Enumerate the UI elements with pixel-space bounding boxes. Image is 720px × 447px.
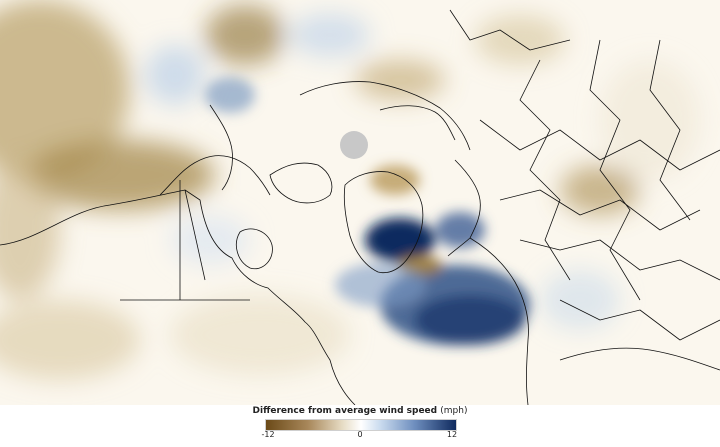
africa-coast bbox=[559, 347, 720, 371]
russia-north-coast bbox=[379, 105, 456, 141]
europe-coast bbox=[469, 237, 529, 405]
hudson-bay-coast bbox=[236, 228, 273, 270]
asia-east-coast bbox=[209, 104, 233, 191]
legend-tick-mid: 0 bbox=[357, 430, 363, 439]
scandinavia-coast bbox=[447, 159, 481, 257]
country-border-2 bbox=[499, 189, 701, 231]
legend-tick-min: -12 bbox=[261, 430, 275, 439]
greenland-outline bbox=[343, 171, 424, 274]
legend-title: Difference from average wind speed (mph) bbox=[0, 406, 720, 416]
north-america-coastline bbox=[0, 189, 356, 405]
alaska-coast bbox=[159, 155, 271, 196]
country-border-1 bbox=[479, 119, 720, 171]
country-border-6 bbox=[649, 39, 691, 221]
color-legend: Difference from average wind speed (mph)… bbox=[0, 405, 720, 447]
legend-tick-max: 12 bbox=[446, 430, 458, 439]
siberia-coast bbox=[299, 81, 471, 151]
country-border-9 bbox=[449, 9, 571, 51]
country-border-7 bbox=[559, 299, 720, 341]
arctic-islands bbox=[269, 162, 333, 204]
alaska-border bbox=[184, 189, 206, 281]
coastlines-and-borders bbox=[0, 9, 720, 405]
country-border-8 bbox=[120, 180, 250, 301]
legend-unit: (mph) bbox=[440, 406, 468, 416]
country-border-4 bbox=[519, 59, 571, 281]
country-border-5 bbox=[589, 39, 641, 301]
legend-color-bar bbox=[265, 419, 457, 431]
legend-title-text: Difference from average wind speed bbox=[252, 406, 438, 416]
north-pole-marker bbox=[340, 131, 368, 159]
anomaly-field bbox=[0, 0, 700, 380]
wind-speed-anomaly-map bbox=[0, 0, 720, 405]
country-border-3 bbox=[519, 239, 720, 281]
